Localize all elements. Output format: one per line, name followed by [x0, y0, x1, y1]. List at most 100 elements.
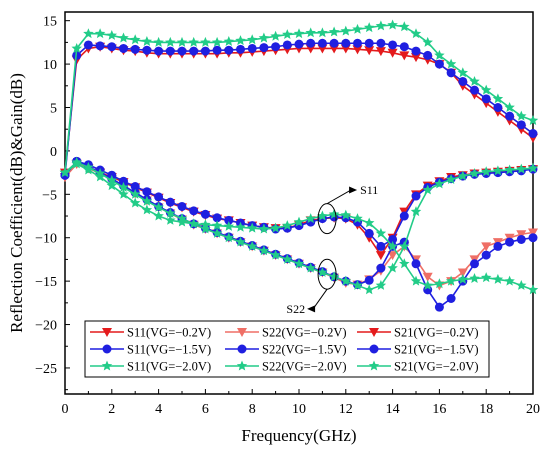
data-point — [469, 273, 480, 283]
data-point — [399, 211, 409, 221]
data-point — [328, 271, 340, 282]
legend-label: S22(VG=−0.2V) — [262, 326, 347, 340]
data-point — [410, 28, 422, 39]
data-point — [363, 284, 375, 295]
data-point — [258, 223, 270, 234]
legend-item: S22(VG=−2.0V) — [225, 360, 347, 374]
data-point — [480, 272, 492, 283]
data-point — [118, 32, 129, 43]
data-point — [293, 28, 305, 39]
data-point — [446, 68, 456, 78]
data-point — [375, 251, 386, 261]
data-point — [527, 115, 539, 125]
data-point — [457, 67, 469, 78]
data-point — [165, 197, 175, 207]
x-tick-label: 8 — [249, 402, 256, 417]
data-point — [258, 32, 270, 43]
data-point — [457, 273, 469, 284]
data-point — [388, 234, 398, 244]
series-layer — [59, 19, 539, 312]
data-point — [177, 46, 187, 56]
series-7 — [59, 156, 539, 295]
data-point — [352, 45, 363, 55]
legend-item: S21(VG=−0.2V) — [357, 326, 479, 340]
data-point — [247, 43, 257, 53]
data-point — [480, 84, 492, 95]
data-point — [446, 294, 456, 303]
data-point — [457, 268, 468, 278]
y-tick-label: 0 — [50, 145, 57, 160]
data-point — [422, 184, 433, 195]
data-point — [237, 328, 247, 337]
data-point — [102, 344, 112, 354]
data-point — [211, 220, 223, 231]
data-point — [399, 42, 409, 52]
arrow-head — [349, 186, 358, 194]
data-point — [83, 161, 94, 172]
data-point — [223, 36, 235, 46]
data-point — [493, 241, 503, 251]
annotation-s22: S22 — [286, 302, 305, 316]
data-point — [153, 36, 164, 47]
data-point — [376, 38, 386, 48]
data-point — [470, 85, 479, 95]
data-point — [340, 209, 352, 220]
data-point — [505, 237, 515, 247]
y-axis-title: Reflection Coefficient(dB)&Gain(dB) — [7, 73, 26, 333]
data-point — [153, 201, 164, 212]
data-point — [95, 41, 105, 51]
data-point — [130, 44, 140, 54]
data-point — [141, 195, 153, 206]
x-tick-label: 4 — [155, 402, 162, 417]
series-5 — [60, 38, 538, 180]
data-point — [516, 279, 527, 290]
data-point — [177, 201, 187, 211]
data-point — [305, 27, 316, 38]
x-tick-label: 14 — [386, 402, 400, 417]
data-point — [107, 42, 117, 52]
legend-label: S22(VG=−1.5V) — [262, 343, 347, 357]
data-point — [469, 167, 480, 178]
data-point — [399, 258, 410, 269]
data-point — [282, 40, 292, 50]
data-point — [470, 259, 479, 269]
data-point — [363, 217, 375, 228]
x-tick-label: 6 — [202, 402, 209, 417]
data-point — [387, 262, 398, 273]
data-point — [236, 360, 248, 371]
data-point — [129, 197, 141, 208]
data-point — [340, 25, 352, 36]
data-point — [480, 166, 492, 177]
data-point — [154, 46, 164, 56]
y-tick-label: −10 — [35, 232, 57, 247]
data-point — [200, 46, 210, 56]
data-point — [83, 40, 93, 50]
data-point — [364, 275, 374, 285]
data-point — [200, 209, 210, 219]
data-point — [528, 129, 538, 139]
data-point — [305, 213, 316, 224]
data-point — [411, 53, 421, 63]
data-point — [458, 76, 468, 86]
data-point — [445, 58, 457, 69]
data-point — [375, 227, 387, 238]
series-8 — [59, 19, 539, 178]
data-point — [270, 249, 281, 260]
data-point — [328, 26, 340, 37]
data-point — [141, 36, 153, 46]
data-point — [363, 22, 375, 33]
data-point — [83, 28, 94, 39]
data-point — [142, 187, 152, 197]
data-point — [516, 234, 526, 244]
data-point — [305, 262, 316, 273]
y-tick-label: 10 — [43, 58, 57, 73]
x-tick-label: 2 — [108, 402, 115, 417]
data-point — [282, 253, 293, 264]
data-point — [165, 207, 176, 218]
data-point — [516, 110, 527, 121]
data-point — [411, 259, 421, 269]
data-point — [237, 344, 247, 354]
data-point — [246, 222, 258, 233]
legend-item: S11(VG=−1.5V) — [90, 343, 211, 357]
